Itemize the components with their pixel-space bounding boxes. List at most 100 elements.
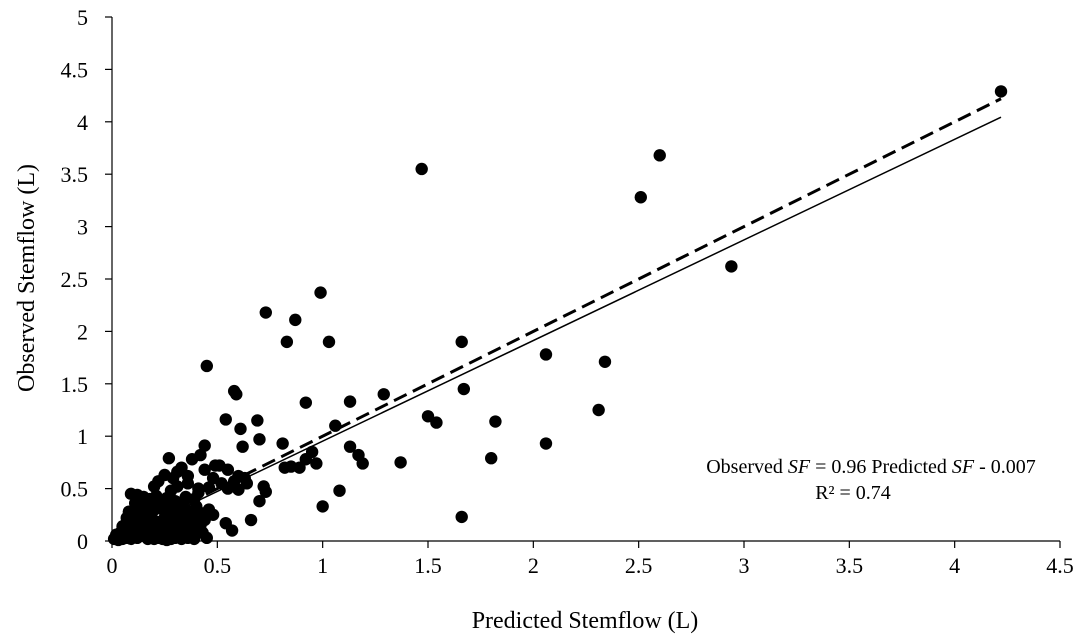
data-point — [394, 456, 407, 469]
regression-fit-line — [111, 116, 1002, 543]
data-point — [994, 85, 1008, 98]
data-point — [160, 500, 173, 513]
data-point — [489, 415, 502, 428]
x-tick-label: 3.5 — [836, 553, 864, 578]
data-point — [219, 413, 232, 426]
data-point — [232, 483, 245, 496]
data-point — [280, 335, 294, 349]
data-point — [221, 463, 235, 476]
data-point — [162, 452, 176, 465]
y-tick-label: 0.5 — [61, 477, 89, 502]
data-point — [598, 355, 612, 368]
data-point — [240, 477, 254, 490]
data-point — [415, 162, 428, 176]
data-point — [175, 528, 188, 541]
data-point — [181, 469, 195, 483]
data-point — [147, 480, 161, 493]
data-point — [198, 439, 211, 452]
data-point — [166, 513, 180, 527]
data-point — [236, 440, 249, 453]
data-point — [259, 306, 272, 319]
data-point — [139, 497, 152, 510]
data-point — [200, 359, 213, 373]
x-axis-label: Predicted Stemflow (L) — [472, 608, 699, 634]
data-point — [289, 313, 302, 327]
data-point — [253, 494, 266, 508]
y-tick-label: 2.5 — [61, 267, 89, 292]
data-point — [187, 532, 201, 546]
data-point — [592, 403, 605, 417]
data-point — [141, 532, 155, 546]
x-tick-label: 4.5 — [1046, 553, 1074, 578]
data-point — [278, 461, 291, 474]
y-tick-label: 2 — [77, 319, 88, 344]
x-tick-label: 0.5 — [204, 553, 232, 578]
data-point — [322, 335, 336, 349]
regression-equation: Observed SF = 0.96 Predicted SF - 0.007 — [706, 456, 1036, 478]
y-tick-label: 3 — [77, 215, 88, 240]
one-to-one-line — [111, 97, 1002, 543]
data-point — [192, 505, 205, 518]
data-point — [356, 457, 369, 470]
data-point — [156, 529, 169, 542]
data-point — [653, 149, 666, 162]
x-tick-label: 3 — [739, 553, 750, 578]
data-point — [253, 433, 266, 446]
x-axis-ticks: 0 0.5 1 1.5 2 2.5 3 3.5 4 4.5 — [107, 541, 1074, 578]
data-point — [164, 484, 178, 497]
data-point — [198, 463, 211, 476]
data-point — [196, 526, 209, 539]
data-point — [725, 260, 738, 273]
data-point — [421, 410, 435, 423]
x-tick-label: 1.5 — [414, 553, 442, 578]
data-point — [539, 348, 553, 361]
data-point — [225, 524, 239, 537]
data-point — [343, 395, 357, 408]
data-point — [316, 500, 329, 513]
y-axis-ticks: 0 0.5 1 1.5 2 2.5 3 3.5 4 4.5 5 — [61, 5, 112, 554]
y-tick-label: 4 — [77, 110, 88, 135]
data-point — [539, 437, 553, 450]
data-point — [430, 416, 443, 429]
data-point — [310, 457, 323, 470]
data-point — [343, 440, 357, 453]
data-point — [485, 452, 498, 465]
data-point — [329, 419, 342, 432]
data-point — [299, 396, 313, 409]
data-point — [455, 510, 468, 524]
data-point — [455, 335, 468, 349]
y-tick-label: 0 — [77, 529, 88, 554]
y-axis-label: Observed Stemflow (L) — [14, 164, 40, 392]
data-point — [116, 520, 129, 533]
x-tick-label: 0 — [107, 553, 118, 578]
data-point — [145, 506, 159, 519]
data-point — [333, 484, 346, 497]
x-tick-label: 2.5 — [625, 553, 653, 578]
y-tick-label: 4.5 — [61, 57, 89, 82]
y-tick-label: 1.5 — [61, 372, 89, 397]
x-tick-label: 1 — [317, 553, 328, 578]
data-point — [634, 191, 647, 204]
data-point — [314, 286, 327, 299]
data-point — [251, 414, 264, 427]
data-point — [377, 388, 390, 401]
data-point — [133, 506, 146, 519]
data-point — [244, 513, 258, 527]
plot-area — [107, 85, 1008, 547]
y-tick-label: 1 — [77, 424, 88, 449]
x-tick-label: 2 — [528, 553, 539, 578]
data-point — [457, 382, 471, 396]
data-point — [171, 465, 184, 479]
data-point — [185, 453, 199, 466]
data-point — [259, 485, 272, 498]
data-point — [234, 422, 247, 436]
data-point — [179, 490, 192, 504]
data-point — [230, 388, 243, 401]
data-points — [107, 85, 1008, 547]
y-tick-label: 5 — [77, 5, 88, 30]
data-point — [293, 461, 306, 474]
data-point — [276, 437, 289, 450]
x-tick-label: 4 — [949, 553, 960, 578]
y-tick-label: 3.5 — [61, 162, 89, 187]
